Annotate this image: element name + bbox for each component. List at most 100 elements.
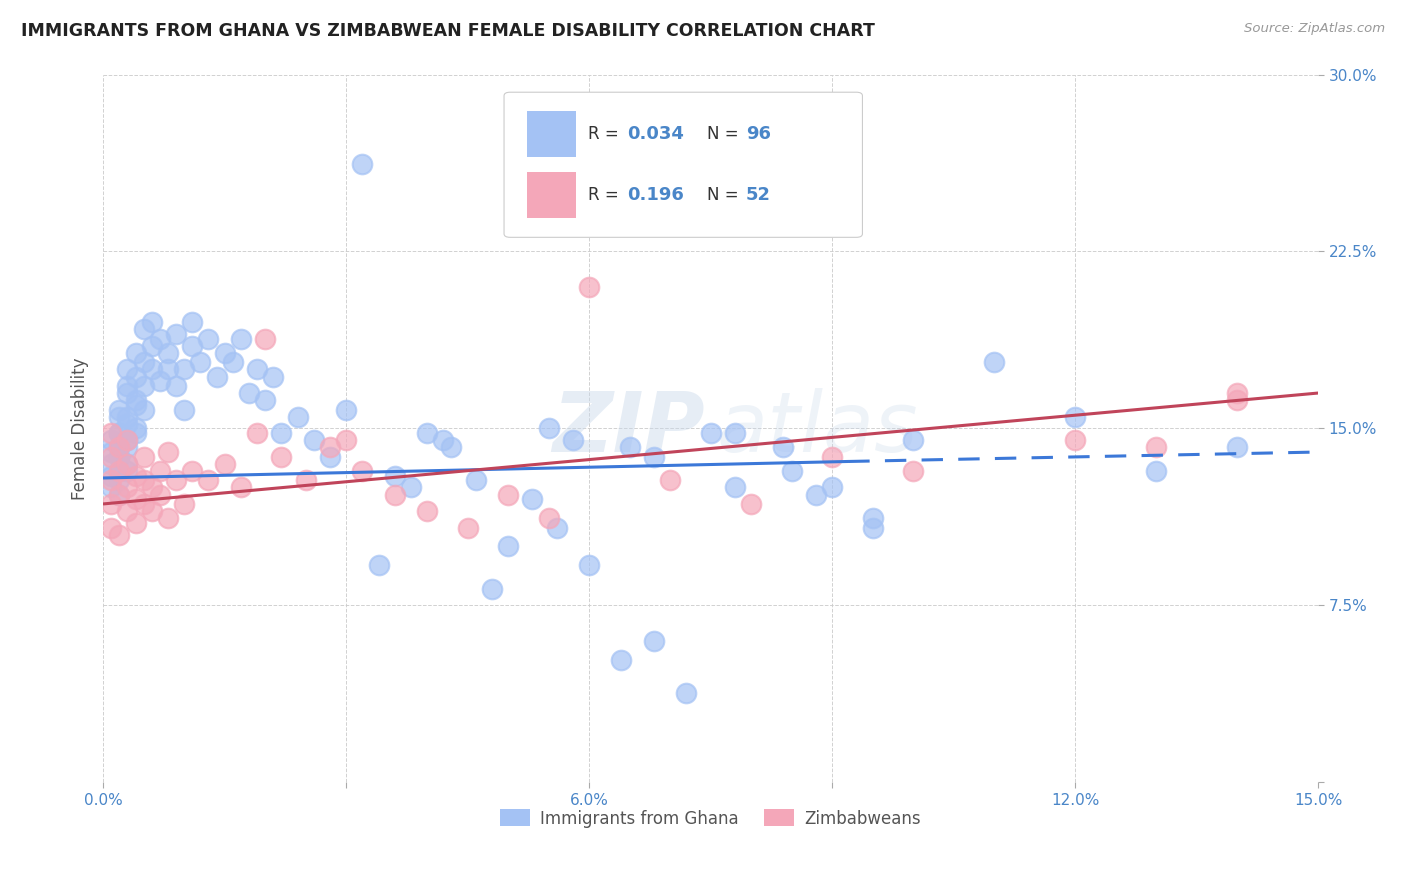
Point	[132, 379, 155, 393]
Point	[124, 421, 146, 435]
FancyBboxPatch shape	[527, 112, 575, 157]
Point	[141, 339, 163, 353]
Point	[537, 511, 560, 525]
Point	[214, 346, 236, 360]
Point	[181, 315, 204, 329]
Point	[149, 487, 172, 501]
Point	[238, 386, 260, 401]
Point	[772, 440, 794, 454]
Point	[173, 362, 195, 376]
Point	[100, 474, 122, 488]
Point	[117, 417, 139, 431]
Point	[699, 426, 721, 441]
Point	[1144, 464, 1167, 478]
Point	[188, 355, 211, 369]
Point	[117, 480, 139, 494]
Point	[1144, 440, 1167, 454]
Text: R =: R =	[588, 186, 628, 204]
Point	[335, 402, 357, 417]
Point	[724, 480, 747, 494]
Point	[319, 440, 342, 454]
Text: Source: ZipAtlas.com: Source: ZipAtlas.com	[1244, 22, 1385, 36]
Point	[821, 450, 844, 464]
Point	[181, 339, 204, 353]
Point	[222, 355, 245, 369]
Point	[124, 369, 146, 384]
Point	[197, 474, 219, 488]
Point	[1226, 386, 1249, 401]
Point	[100, 480, 122, 494]
Point	[399, 480, 422, 494]
Point	[432, 434, 454, 448]
Point	[862, 511, 884, 525]
Point	[100, 520, 122, 534]
Point	[270, 450, 292, 464]
Point	[108, 440, 131, 454]
Point	[108, 464, 131, 478]
Point	[100, 457, 122, 471]
Point	[100, 445, 122, 459]
Point	[149, 332, 172, 346]
Text: 52: 52	[745, 186, 770, 204]
Point	[561, 434, 583, 448]
Point	[197, 332, 219, 346]
Point	[675, 686, 697, 700]
Point	[546, 520, 568, 534]
Text: ZIP: ZIP	[553, 388, 704, 469]
Point	[335, 434, 357, 448]
Point	[862, 520, 884, 534]
Point	[141, 504, 163, 518]
Text: 0.196: 0.196	[627, 186, 683, 204]
Point	[578, 280, 600, 294]
Point	[117, 440, 139, 454]
Point	[124, 398, 146, 412]
Text: IMMIGRANTS FROM GHANA VS ZIMBABWEAN FEMALE DISABILITY CORRELATION CHART: IMMIGRANTS FROM GHANA VS ZIMBABWEAN FEMA…	[21, 22, 875, 40]
Point	[108, 487, 131, 501]
Point	[643, 633, 665, 648]
Point	[481, 582, 503, 596]
Point	[464, 474, 486, 488]
Point	[319, 450, 342, 464]
Point	[205, 369, 228, 384]
Point	[124, 492, 146, 507]
Point	[156, 346, 179, 360]
Point	[141, 362, 163, 376]
Point	[132, 474, 155, 488]
Text: R =: R =	[588, 126, 624, 144]
Point	[229, 332, 252, 346]
Point	[901, 434, 924, 448]
Point	[141, 480, 163, 494]
Point	[108, 409, 131, 424]
Point	[117, 504, 139, 518]
Point	[117, 386, 139, 401]
Point	[1226, 393, 1249, 408]
FancyBboxPatch shape	[527, 172, 575, 219]
Point	[983, 355, 1005, 369]
Point	[740, 497, 762, 511]
Point	[132, 497, 155, 511]
Point	[246, 362, 269, 376]
Text: 0.034: 0.034	[627, 126, 683, 144]
Point	[156, 362, 179, 376]
FancyBboxPatch shape	[503, 92, 862, 237]
Point	[610, 653, 633, 667]
Point	[156, 511, 179, 525]
Point	[780, 464, 803, 478]
Point	[117, 379, 139, 393]
Point	[117, 434, 139, 448]
Point	[619, 440, 641, 454]
Point	[124, 516, 146, 530]
Point	[804, 487, 827, 501]
Point	[352, 157, 374, 171]
Legend: Immigrants from Ghana, Zimbabweans: Immigrants from Ghana, Zimbabweans	[494, 803, 928, 834]
Y-axis label: Female Disability: Female Disability	[72, 357, 89, 500]
Point	[117, 362, 139, 376]
Point	[173, 497, 195, 511]
Point	[578, 558, 600, 573]
Text: N =: N =	[707, 186, 744, 204]
Point	[108, 426, 131, 441]
Point	[901, 464, 924, 478]
Point	[416, 504, 439, 518]
Point	[117, 457, 139, 471]
Point	[254, 393, 277, 408]
